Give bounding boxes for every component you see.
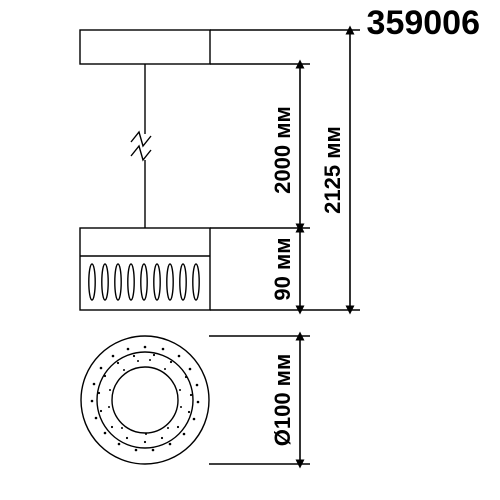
label-body: 90 мм xyxy=(270,237,295,300)
label-diameter: Ø100 мм xyxy=(270,354,295,446)
speckle-ring xyxy=(91,346,200,452)
cord xyxy=(131,64,151,228)
label-cord-drop: 2000 мм xyxy=(270,106,295,194)
label-overall: 2125 мм xyxy=(320,126,345,214)
lamp-body xyxy=(80,228,210,310)
dimension-diagram: 359006 xyxy=(0,0,500,500)
dimension-guides: 2000 мм 2125 мм 90 мм Ø100 мм xyxy=(209,30,360,464)
fins xyxy=(89,264,199,300)
canopy xyxy=(80,30,210,64)
product-code: 359006 xyxy=(367,4,480,42)
bottom-view xyxy=(81,336,209,464)
